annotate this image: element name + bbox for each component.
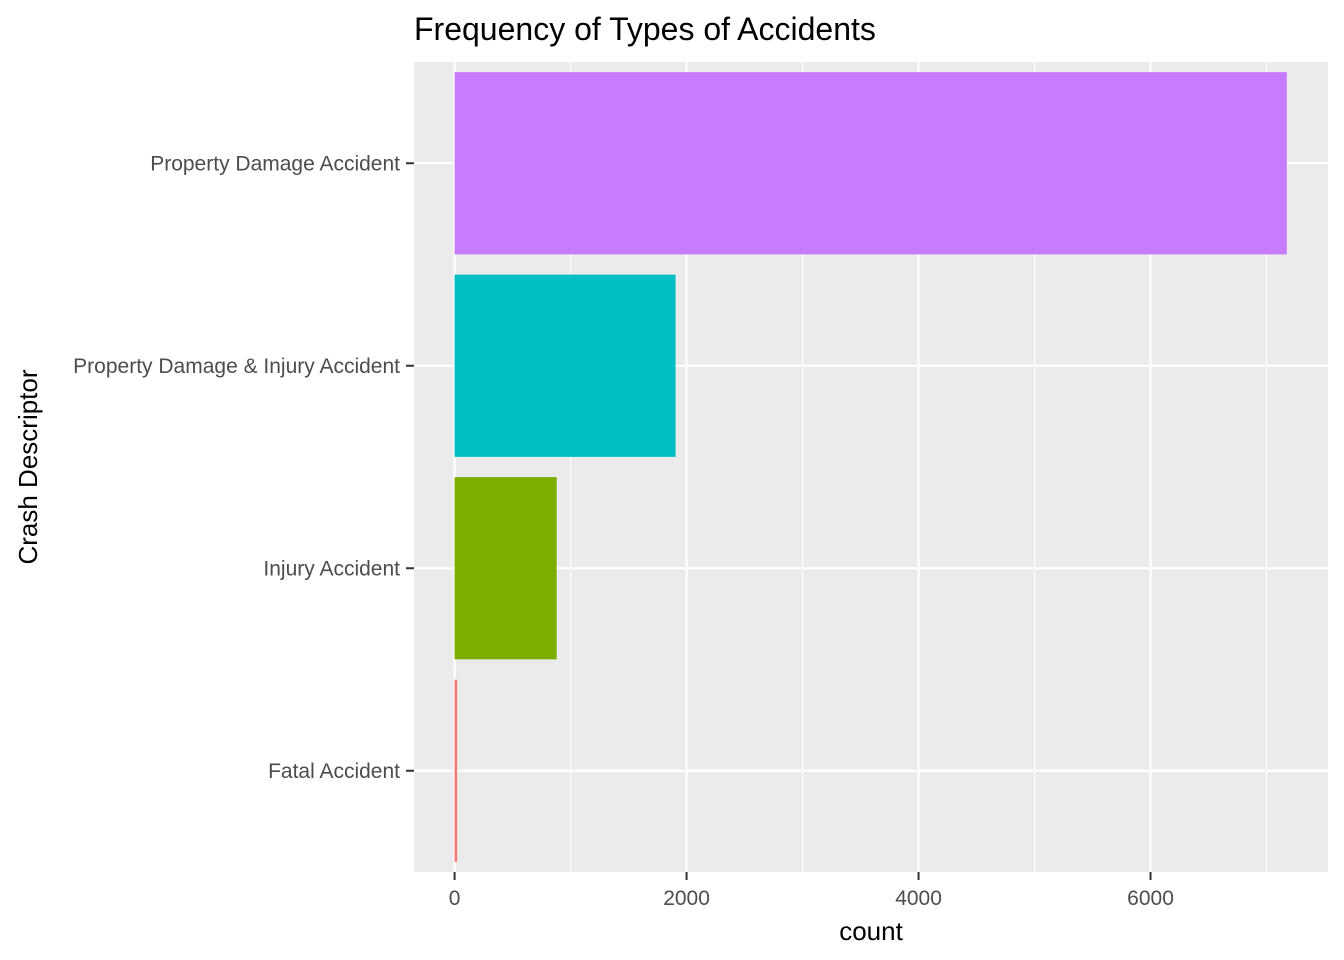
y-tick-label: Property Damage Accident xyxy=(150,152,400,175)
y-axis-title: Crash Descriptor xyxy=(13,369,43,564)
y-tick-label: Property Damage & Injury Accident xyxy=(73,355,400,378)
y-tick-label: Injury Accident xyxy=(263,557,400,580)
bar xyxy=(454,72,1287,255)
x-tick-label: 2000 xyxy=(663,887,710,910)
x-tick-label: 0 xyxy=(449,887,461,910)
bar xyxy=(454,477,557,660)
chart-title: Frequency of Types of Accidents xyxy=(414,11,876,47)
x-axis-ticks: 0 2000 4000 6000 xyxy=(449,872,1174,910)
bar xyxy=(454,274,676,457)
x-tick-label: 6000 xyxy=(1127,887,1174,910)
x-tick-label: 4000 xyxy=(895,887,942,910)
y-axis-ticks: Fatal Accident Injury Accident Property Da… xyxy=(73,152,414,783)
x-axis-title: count xyxy=(839,916,903,946)
bars xyxy=(454,72,1287,862)
y-tick-label: Fatal Accident xyxy=(268,760,400,783)
bar xyxy=(454,679,458,862)
